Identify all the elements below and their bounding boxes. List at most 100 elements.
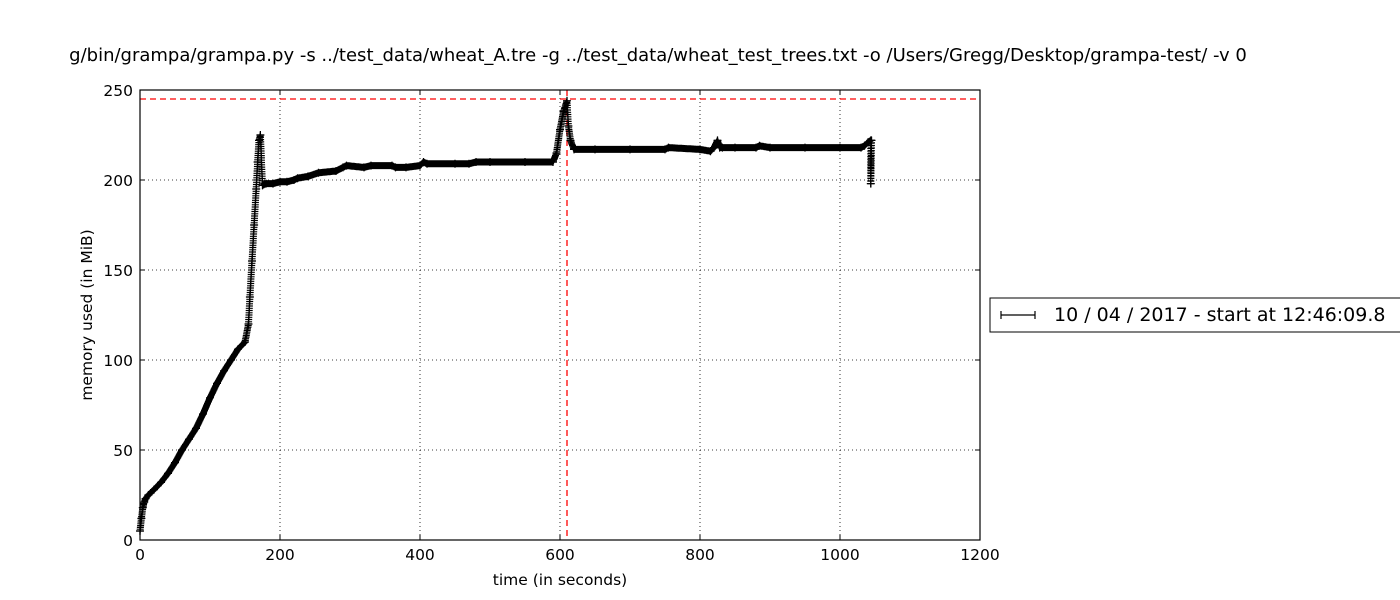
data-point — [332, 167, 340, 175]
data-point — [367, 161, 375, 170]
data-point — [416, 161, 424, 170]
data-point — [706, 147, 715, 156]
data-series — [136, 96, 876, 535]
data-point — [269, 179, 277, 188]
x-tick-label: 200 — [265, 546, 295, 564]
y-tick-label: 250 — [103, 82, 133, 100]
data-point — [137, 514, 146, 523]
data-point — [256, 131, 265, 139]
chart-title: g/bin/grampa/grampa.py -s ../test_data/w… — [69, 45, 1247, 66]
y-tick-label: 100 — [103, 352, 133, 370]
data-point — [423, 159, 431, 168]
x-tick-label: 400 — [405, 546, 435, 564]
data-point — [664, 143, 673, 152]
data-point — [213, 379, 221, 388]
data-point — [626, 145, 634, 154]
data-point — [283, 177, 291, 186]
data-point — [164, 469, 172, 478]
data-point — [549, 158, 557, 166]
data-point — [766, 143, 774, 152]
data-point — [713, 136, 722, 145]
data-point — [465, 159, 473, 168]
data-point — [521, 158, 529, 166]
x-tick-label: 600 — [545, 546, 575, 564]
x-tick-label: 0 — [135, 546, 145, 564]
data-point — [391, 163, 400, 172]
data-point — [314, 168, 323, 177]
data-point — [144, 491, 153, 499]
data-point — [564, 122, 573, 130]
data-point — [661, 145, 669, 154]
data-point — [552, 149, 561, 157]
data-point — [244, 320, 253, 328]
y-tick-label: 0 — [123, 532, 133, 550]
data-point — [731, 143, 739, 152]
data-point — [199, 410, 207, 418]
data-point — [276, 177, 284, 186]
data-point — [486, 158, 494, 166]
data-point — [860, 141, 869, 150]
data-point — [290, 176, 298, 184]
data-point — [178, 446, 186, 454]
legend-label: 10 / 04 / 2017 - start at 12:46:09.8 — [1054, 304, 1386, 326]
data-point — [253, 158, 262, 166]
x-tick-label: 1000 — [820, 546, 859, 564]
y-tick-label: 150 — [103, 262, 133, 280]
data-point — [801, 143, 809, 152]
data-point — [836, 143, 844, 152]
x-tick-label: 800 — [685, 546, 715, 564]
data-point — [255, 136, 263, 145]
data-point — [339, 163, 347, 172]
y-tick-label: 50 — [113, 442, 133, 460]
data-point — [402, 163, 410, 172]
data-point — [472, 158, 480, 166]
data-point — [227, 356, 235, 364]
data-point — [559, 107, 568, 116]
data-point — [206, 393, 214, 402]
data-point — [718, 143, 727, 152]
data-point — [867, 136, 876, 145]
data-point — [250, 221, 259, 229]
data-point — [696, 145, 704, 154]
data-point — [570, 145, 578, 154]
data-point — [234, 345, 242, 354]
data-point — [566, 136, 575, 145]
legend-box — [989, 297, 1400, 333]
data-point — [360, 163, 368, 172]
data-point — [388, 161, 396, 170]
data-point — [591, 145, 599, 154]
grid-lines — [140, 90, 980, 540]
data-point — [140, 498, 149, 507]
legend: 10 / 04 / 2017 - start at 12:46:09.8 — [989, 297, 1400, 333]
data-point — [563, 96, 571, 105]
data-point — [262, 179, 270, 188]
data-point — [866, 179, 875, 188]
data-point — [556, 125, 564, 134]
data-point — [252, 185, 261, 193]
data-point — [245, 293, 254, 301]
axis-ticks: 0 200 400 600 800 1000 1200 0 50 100 150 200 250 — [103, 82, 999, 564]
y-tick-label: 200 — [103, 172, 133, 190]
data-point — [419, 158, 428, 166]
series-plus-markers — [136, 97, 875, 535]
data-point — [258, 181, 267, 190]
reference-lines — [140, 90, 980, 540]
data-point — [755, 141, 764, 150]
data-point — [220, 366, 228, 375]
data-point — [241, 338, 249, 346]
data-point — [185, 435, 193, 444]
data-point — [157, 478, 165, 487]
data-point — [451, 159, 459, 168]
y-axis-label: memory used (in MiB) — [78, 229, 96, 400]
data-point — [293, 174, 302, 183]
data-point — [342, 161, 351, 170]
data-point — [171, 458, 179, 467]
data-point — [857, 143, 865, 152]
x-axis-label: time (in seconds) — [493, 571, 627, 589]
data-point — [752, 143, 760, 152]
legend-marker-plus-icon — [1000, 311, 1036, 319]
data-point — [150, 485, 158, 494]
data-point — [304, 172, 312, 181]
data-point — [248, 257, 256, 265]
